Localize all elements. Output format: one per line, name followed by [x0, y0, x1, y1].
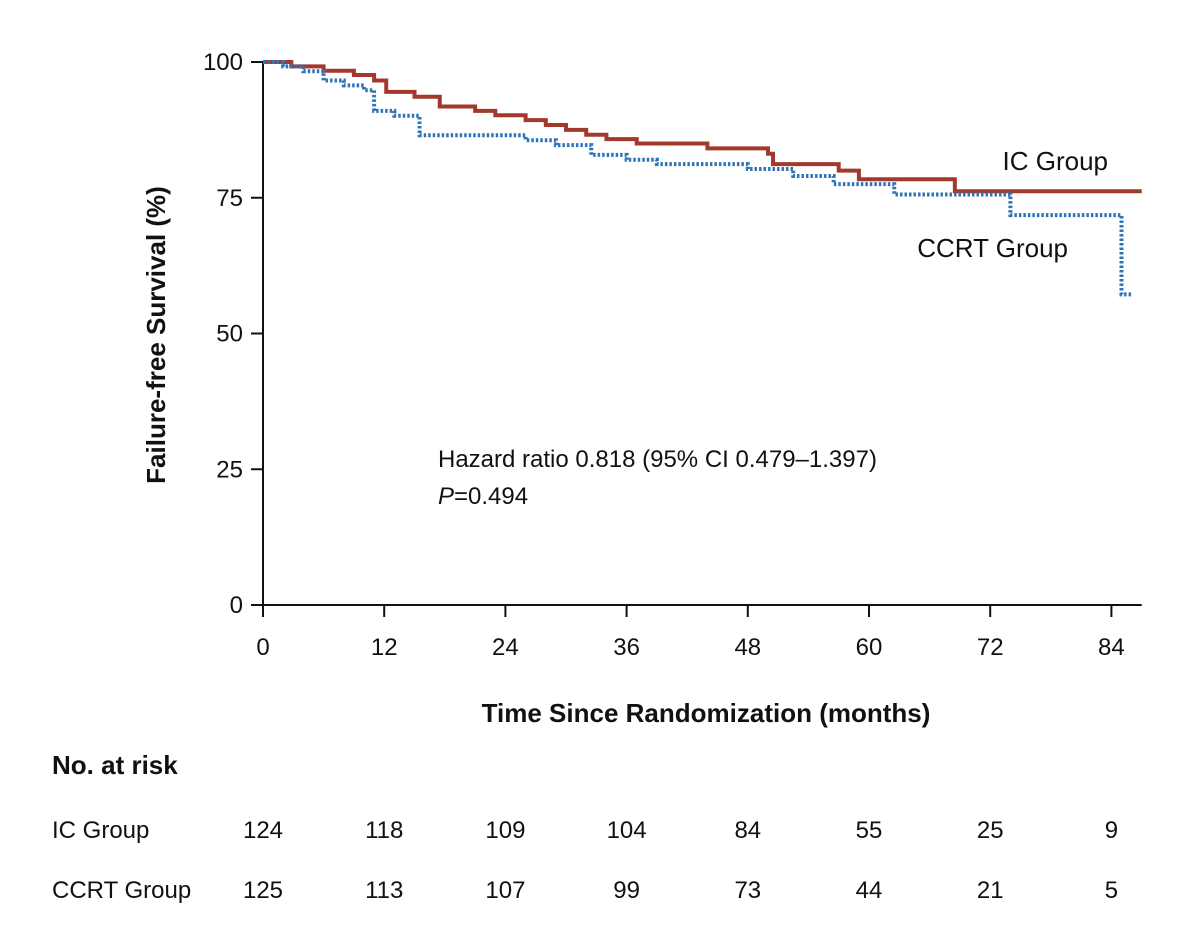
ccrt-group-curve: [263, 60, 1132, 297]
y-tick-label: 50: [216, 321, 243, 348]
risk-value: 99: [613, 877, 640, 904]
x-tick-label: 0: [256, 634, 269, 661]
risk-value: 84: [734, 817, 761, 844]
x-tick-label: 24: [492, 634, 519, 661]
risk-value: 25: [977, 817, 1004, 844]
x-tick-label: 60: [856, 634, 883, 661]
y-tick-label: 0: [230, 592, 243, 619]
y-tick-label: 25: [216, 456, 243, 483]
axes: 0 25 50 75 100 0 12 24 36 48 60 72 84: [203, 49, 1142, 661]
risk-value: 44: [856, 877, 883, 904]
x-tick-label: 36: [613, 634, 640, 661]
risk-value: 104: [607, 817, 647, 844]
p-symbol: P: [438, 483, 454, 510]
risk-value: 124: [243, 817, 283, 844]
ic-group-label: IC Group: [1003, 146, 1109, 176]
risk-value: 113: [365, 877, 403, 904]
y-tick-label: 100: [203, 49, 243, 76]
x-tick-label: 84: [1098, 634, 1125, 661]
risk-value: 21: [977, 877, 1004, 904]
p-value-annotation: P=0.494: [438, 483, 528, 510]
y-tick-label: 75: [216, 185, 243, 212]
ic-group-curve: [263, 60, 1142, 194]
risk-value: 107: [485, 877, 525, 904]
risk-value: 73: [734, 877, 761, 904]
x-tick-label: 48: [734, 634, 761, 661]
x-tick-label: 12: [371, 634, 398, 661]
x-tick-label: 72: [977, 634, 1004, 661]
y-axis-title: Failure-free Survival (%): [141, 186, 171, 484]
risk-value: 109: [485, 817, 525, 844]
series-group: [263, 60, 1142, 297]
risk-value: 118: [365, 817, 403, 844]
risk-value: 125: [243, 877, 283, 904]
risk-table: IC Group 124 118 109 104 84 55 25 9 CCRT Group 125…: [52, 817, 1118, 904]
risk-value: 55: [856, 817, 883, 844]
p-value: =0.494: [454, 483, 528, 510]
ccrt-group-label: CCRT Group: [917, 233, 1068, 263]
risk-row-label: CCRT Group: [52, 877, 191, 904]
risk-value: 9: [1105, 817, 1118, 844]
risk-value: 5: [1105, 877, 1118, 904]
risk-row-label: IC Group: [52, 817, 149, 844]
hazard-ratio-annotation: Hazard ratio 0.818 (95% CI 0.479–1.397): [438, 446, 877, 473]
risk-table-title: No. at risk: [52, 750, 178, 780]
x-axis-title: Time Since Randomization (months): [482, 698, 931, 728]
